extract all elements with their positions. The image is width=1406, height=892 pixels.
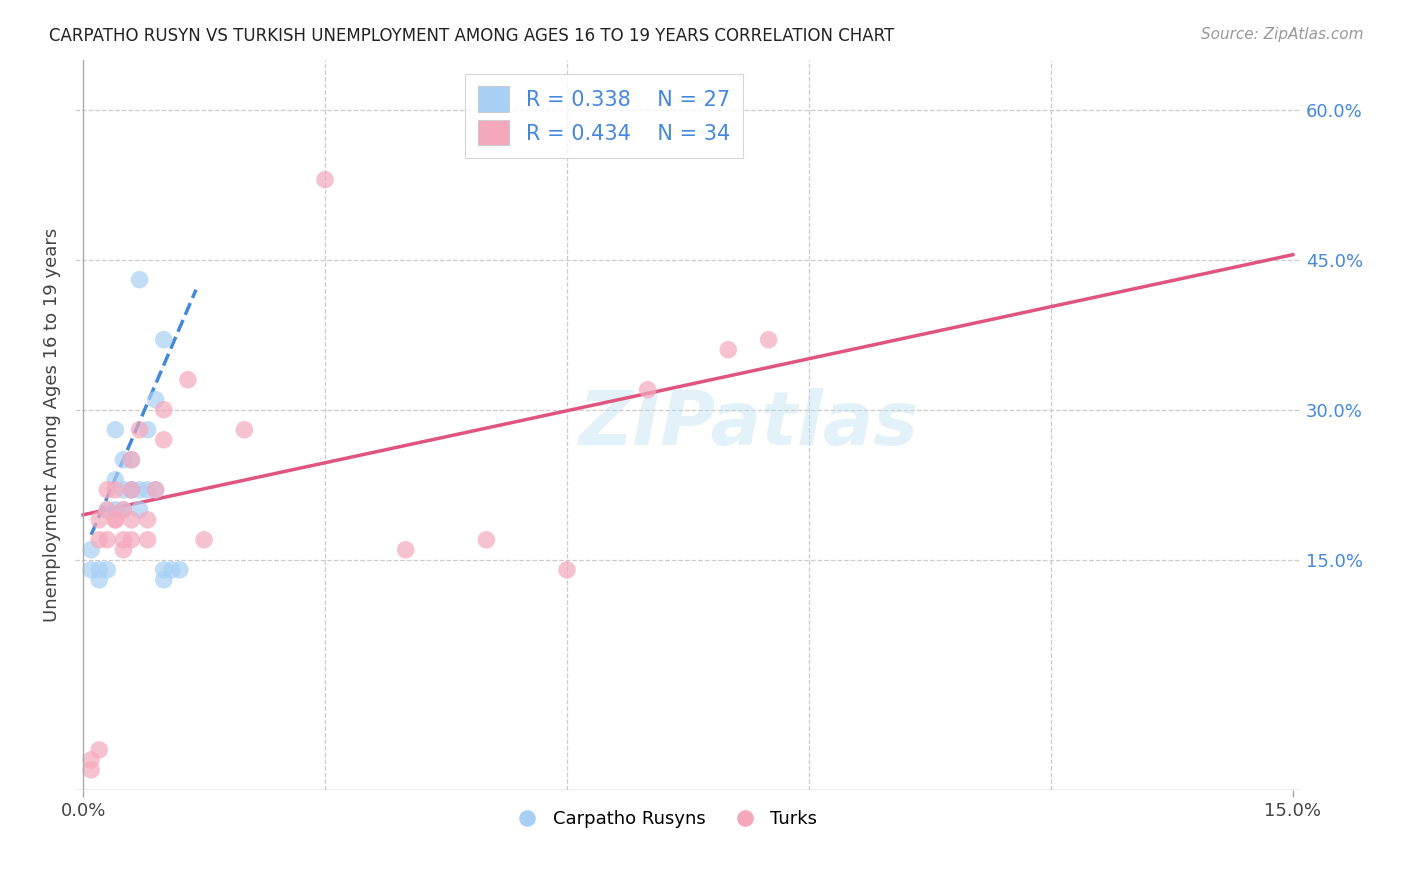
Point [104,513,127,527]
Point [314,172,336,186]
Point [96,533,118,547]
Point [96,503,118,517]
Point [121,513,143,527]
Point [104,513,127,527]
Point [152,402,174,417]
Point [136,513,159,527]
Point [136,533,159,547]
Point [121,483,143,497]
Point [112,503,135,517]
Point [89,563,111,577]
Point [128,503,150,517]
Point [89,533,111,547]
Point [145,392,167,407]
Point [758,333,780,347]
Point [96,483,118,497]
Point [152,563,174,577]
Point [112,452,135,467]
Point [637,383,659,397]
Text: Source: ZipAtlas.com: Source: ZipAtlas.com [1201,27,1364,42]
Point [89,513,111,527]
Point [80,542,103,557]
Point [104,483,127,497]
Point [145,483,167,497]
Point [395,542,418,557]
Point [555,563,578,577]
Point [160,563,183,577]
Point [136,483,159,497]
Point [104,503,127,517]
Legend: Carpatho Rusyns, Turks: Carpatho Rusyns, Turks [502,803,825,836]
Point [128,423,150,437]
Point [80,753,103,767]
Point [121,483,143,497]
Point [89,573,111,587]
Point [128,483,150,497]
Point [128,273,150,287]
Point [104,423,127,437]
Text: CARPATHO RUSYN VS TURKISH UNEMPLOYMENT AMONG AGES 16 TO 19 YEARS CORRELATION CHA: CARPATHO RUSYN VS TURKISH UNEMPLOYMENT A… [49,27,894,45]
Point [80,563,103,577]
Point [104,473,127,487]
Point [80,763,103,777]
Point [152,333,174,347]
Point [112,533,135,547]
Point [717,343,740,357]
Point [121,483,143,497]
Point [112,483,135,497]
Point [145,483,167,497]
Point [112,542,135,557]
Text: ZIPatlas: ZIPatlas [579,388,920,461]
Point [121,452,143,467]
Point [89,743,111,757]
Point [121,533,143,547]
Point [233,423,256,437]
Y-axis label: Unemployment Among Ages 16 to 19 years: Unemployment Among Ages 16 to 19 years [44,227,60,622]
Point [152,573,174,587]
Point [136,423,159,437]
Point [96,563,118,577]
Point [112,503,135,517]
Point [169,563,191,577]
Point [177,373,200,387]
Point [193,533,215,547]
Point [96,503,118,517]
Point [121,452,143,467]
Point [152,433,174,447]
Point [475,533,498,547]
